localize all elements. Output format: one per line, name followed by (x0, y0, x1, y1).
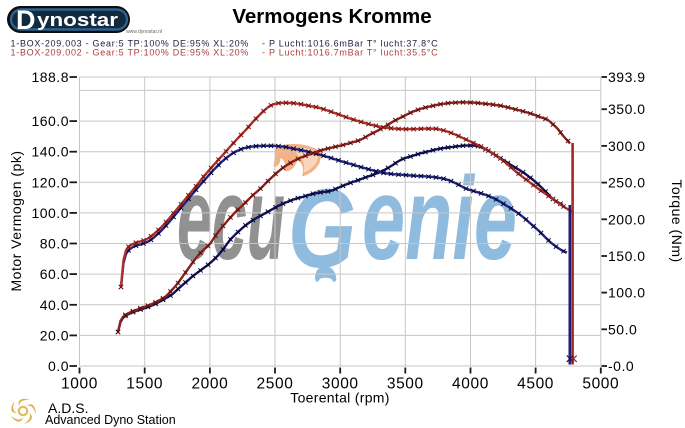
svg-text:0.0: 0.0 (48, 358, 69, 374)
svg-text:20.0: 20.0 (40, 327, 69, 343)
svg-text:www.dynostar.nl: www.dynostar.nl (126, 29, 162, 35)
svg-text:160.0: 160.0 (31, 113, 69, 129)
svg-text:100.0: 100.0 (31, 205, 69, 221)
svg-text:3500: 3500 (387, 375, 424, 392)
svg-text:- P Lucht:1016.7mBar T° lucht:: - P Lucht:1016.7mBar T° lucht:35.5°C (262, 48, 438, 58)
svg-text:enie: enie (362, 153, 517, 285)
svg-text:350.0: 350.0 (608, 101, 646, 117)
svg-text:120.0: 120.0 (31, 174, 69, 190)
svg-text:300.0: 300.0 (608, 138, 646, 154)
svg-text:ynostar: ynostar (37, 10, 118, 30)
svg-text:188.8: 188.8 (31, 69, 69, 85)
svg-text:4500: 4500 (517, 375, 554, 392)
svg-text:Vermogens Kromme: Vermogens Kromme (232, 5, 431, 28)
svg-text:2000: 2000 (191, 375, 228, 392)
svg-text:ecu: ecu (177, 153, 285, 285)
svg-text:40.0: 40.0 (40, 297, 69, 313)
svg-text:4000: 4000 (452, 375, 489, 392)
svg-text:Torque (Nm): Torque (Nm) (669, 179, 685, 262)
svg-text:1500: 1500 (126, 375, 163, 392)
svg-text:Motor Vermogen (pk): Motor Vermogen (pk) (8, 151, 24, 292)
svg-text:3000: 3000 (322, 375, 359, 392)
svg-text:80.0: 80.0 (40, 236, 69, 252)
svg-text:1000: 1000 (61, 375, 98, 392)
svg-text:50.0: 50.0 (608, 321, 637, 337)
svg-text:100.0: 100.0 (608, 285, 646, 301)
svg-text:393.9: 393.9 (608, 69, 646, 85)
svg-text:Toerental (rpm): Toerental (rpm) (290, 390, 389, 406)
svg-text:250.0: 250.0 (608, 175, 646, 191)
svg-text:A.D.S.: A.D.S. (48, 400, 88, 416)
svg-text:60.0: 60.0 (40, 266, 69, 282)
svg-text:D: D (16, 5, 36, 35)
svg-text:1-BOX-209.002 - Gear:5 TP:100%: 1-BOX-209.002 - Gear:5 TP:100% DE:95% XL… (11, 48, 250, 58)
svg-text:140.0: 140.0 (31, 144, 69, 160)
svg-text:150.0: 150.0 (608, 248, 646, 264)
svg-text:-0.0: -0.0 (608, 358, 634, 374)
svg-text:Advanced Dyno Station: Advanced Dyno Station (45, 413, 176, 427)
svg-text:5000: 5000 (582, 375, 619, 392)
svg-text:200.0: 200.0 (608, 211, 646, 227)
svg-text:1-BOX-209.003 - Gear:5 TP:100%: 1-BOX-209.003 - Gear:5 TP:100% DE:95% XL… (11, 39, 250, 49)
svg-text:- P Lucht:1016.6mBar T° lucht:: - P Lucht:1016.6mBar T° lucht:37.8°C (262, 39, 438, 49)
svg-text:2500: 2500 (257, 375, 294, 392)
